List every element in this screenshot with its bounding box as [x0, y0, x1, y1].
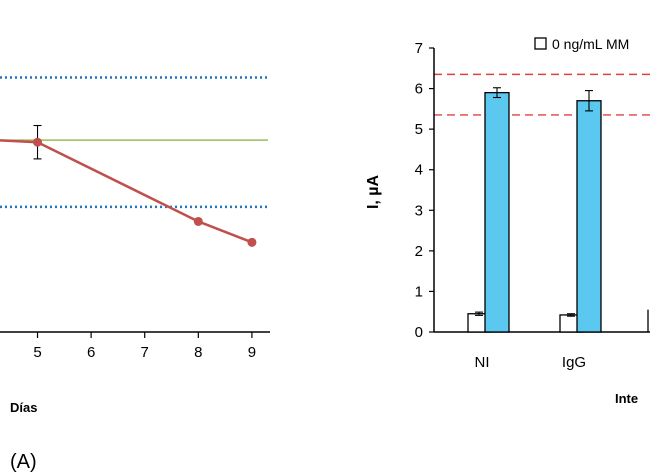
right-y-tick-label-6: 6 [415, 81, 423, 98]
left-x-tick-label-8: 8 [194, 344, 202, 361]
right-bars [467, 87, 649, 333]
left-x-axis-label: Días [10, 400, 37, 415]
left-x-tick-label-6: 6 [87, 344, 95, 361]
right-chart: 0 1 2 3 4 5 6 7 NI IgG I, µA Inte 0 ng/mL MM [365, 36, 650, 406]
right-y-axis-label: I, µA [365, 175, 382, 210]
right-y-tick-label-0: 0 [415, 324, 423, 341]
right-reference-lines [434, 73, 650, 116]
panel-label-a: (A) [10, 451, 37, 473]
right-y-tick-label-3: 3 [415, 202, 423, 219]
legend-swatch [534, 37, 547, 50]
right-x-axis-label: Inte [615, 391, 638, 406]
right-y-tick-label-7: 7 [415, 40, 423, 57]
right-y-tick-label-4: 4 [415, 162, 423, 179]
right-x-tick-label-IgG: IgG [562, 354, 586, 371]
right-x-tick-label-NI: NI [475, 354, 490, 371]
bar-IgG-series-2 [576, 100, 602, 333]
left-point-x8 [193, 216, 203, 226]
left-x-ticks: 5 6 7 8 9 [33, 332, 256, 361]
left-point-x5 [33, 137, 43, 147]
left-x-tick-label-7: 7 [141, 344, 149, 361]
left-x-tick-label-5: 5 [33, 344, 41, 361]
right-y-tick-label-2: 2 [415, 243, 423, 260]
left-point-x9 [247, 237, 257, 247]
right-legend: 0 ng/mL MM [534, 36, 629, 52]
right-y-tick-label-5: 5 [415, 121, 423, 138]
right-y-tick-label-1: 1 [415, 283, 423, 300]
left-series-line [0, 139, 253, 244]
left-reference-lines [0, 76, 268, 209]
left-x-tick-label-9: 9 [248, 344, 256, 361]
legend-entry: 0 ng/mL MM [552, 36, 629, 52]
bar-NI-series-2 [484, 91, 510, 333]
right-y-ticks: 0 1 2 3 4 5 6 7 [415, 40, 434, 341]
right-x-ticks: NI IgG [475, 354, 587, 371]
left-chart: 5 6 7 8 9 Días [0, 76, 270, 415]
left-series [0, 124, 257, 247]
